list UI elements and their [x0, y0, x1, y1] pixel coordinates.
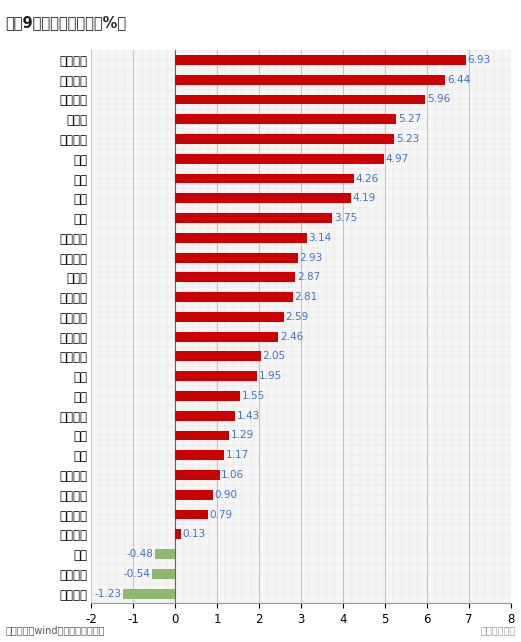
Bar [155, 549, 175, 559]
Bar [175, 114, 396, 124]
Bar [175, 173, 354, 184]
Text: 2.59: 2.59 [286, 312, 308, 322]
Text: 4.19: 4.19 [353, 193, 376, 204]
Bar [175, 312, 283, 322]
Bar [175, 272, 295, 282]
Text: -1.23: -1.23 [95, 589, 122, 598]
Text: 5.96: 5.96 [427, 94, 450, 105]
Text: 3.14: 3.14 [308, 233, 332, 243]
Text: 1.06: 1.06 [221, 470, 244, 480]
Text: 6.93: 6.93 [467, 55, 491, 65]
Bar [175, 74, 445, 85]
Bar [175, 292, 293, 302]
Text: 0.13: 0.13 [182, 529, 205, 539]
Text: 粤开崇利论市: 粤开崇利论市 [480, 625, 516, 636]
Text: 资料来源：wind、粤开证券研究院: 资料来源：wind、粤开证券研究院 [5, 625, 105, 636]
Text: 4.97: 4.97 [385, 154, 408, 164]
Text: 2.05: 2.05 [263, 351, 286, 361]
Bar [175, 411, 235, 421]
Text: 2.93: 2.93 [300, 252, 323, 263]
Bar [153, 569, 175, 579]
Text: -0.54: -0.54 [124, 569, 151, 579]
Bar [175, 332, 278, 342]
Bar [175, 371, 257, 381]
Text: 6.44: 6.44 [447, 74, 470, 85]
Bar [175, 154, 383, 164]
Bar [175, 213, 332, 223]
Text: 2.46: 2.46 [280, 332, 303, 342]
Bar [175, 351, 261, 361]
Text: 1.43: 1.43 [237, 411, 260, 421]
Text: 5.23: 5.23 [396, 134, 419, 144]
Text: 5.27: 5.27 [398, 114, 421, 125]
Bar [175, 510, 208, 519]
Bar [175, 193, 351, 204]
Bar [175, 450, 224, 460]
Bar [175, 431, 229, 440]
Text: 2.81: 2.81 [294, 292, 318, 302]
Text: 1.29: 1.29 [231, 431, 254, 440]
Text: 0.79: 0.79 [210, 510, 233, 519]
Text: 3.75: 3.75 [334, 213, 357, 223]
Bar [175, 391, 240, 401]
Bar [175, 253, 298, 263]
Text: -0.48: -0.48 [127, 549, 153, 559]
Bar [123, 589, 175, 598]
Text: 1.55: 1.55 [242, 391, 265, 401]
Bar [175, 530, 180, 539]
Bar [175, 134, 394, 144]
Bar [175, 470, 219, 480]
Bar [175, 490, 213, 499]
Text: 0.90: 0.90 [215, 490, 238, 499]
Text: 2.87: 2.87 [297, 272, 320, 282]
Bar [175, 94, 425, 105]
Text: 1.95: 1.95 [258, 371, 282, 381]
Text: 图表9：各行业涨跌幅（%）: 图表9：各行业涨跌幅（%） [5, 15, 126, 30]
Text: 1.17: 1.17 [226, 450, 249, 460]
Text: 4.26: 4.26 [355, 173, 379, 184]
Bar [175, 233, 307, 243]
Bar [175, 55, 466, 65]
